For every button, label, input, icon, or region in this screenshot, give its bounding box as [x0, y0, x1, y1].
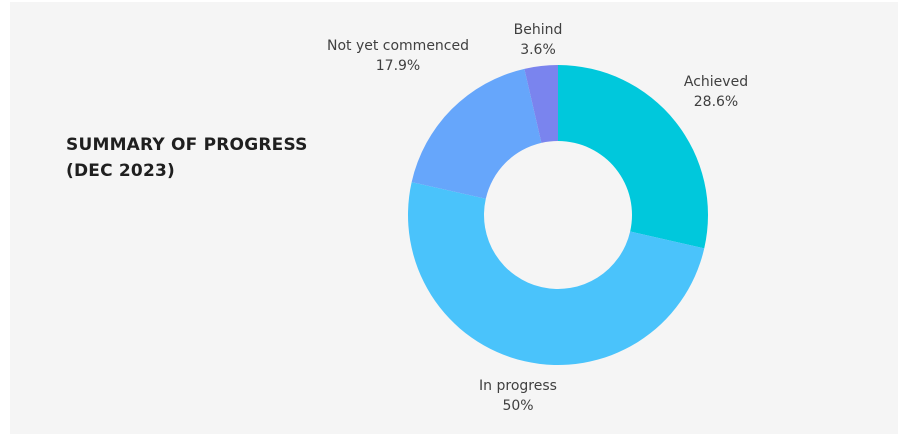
- chart-title: SUMMARY OF PROGRESS (DEC 2023): [66, 132, 308, 184]
- slice-value-label: 3.6%: [520, 42, 556, 58]
- slice-behind[interactable]: [524, 65, 558, 143]
- slice-value-label: 28.6%: [694, 94, 738, 110]
- slice-name-label: In progress: [479, 378, 557, 394]
- slice-name-label: Achieved: [684, 74, 748, 90]
- slice-name-label: Behind: [514, 22, 563, 38]
- donut-slices: [407, 65, 708, 366]
- slice-name-label: Not yet commenced: [327, 38, 469, 54]
- chart-title-line-1: SUMMARY OF PROGRESS: [66, 135, 308, 155]
- slice-labels: Achieved 28.6% In progress 50% Not yet comme…: [327, 22, 748, 414]
- slice-in-progress[interactable]: [407, 182, 705, 366]
- slice-achieved[interactable]: [558, 65, 708, 249]
- slice-value-label: 17.9%: [376, 58, 420, 74]
- slice-not-yet-commenced[interactable]: [411, 68, 542, 199]
- chart-title-line-2: (DEC 2023): [66, 161, 175, 181]
- slice-value-label: 50%: [502, 398, 533, 414]
